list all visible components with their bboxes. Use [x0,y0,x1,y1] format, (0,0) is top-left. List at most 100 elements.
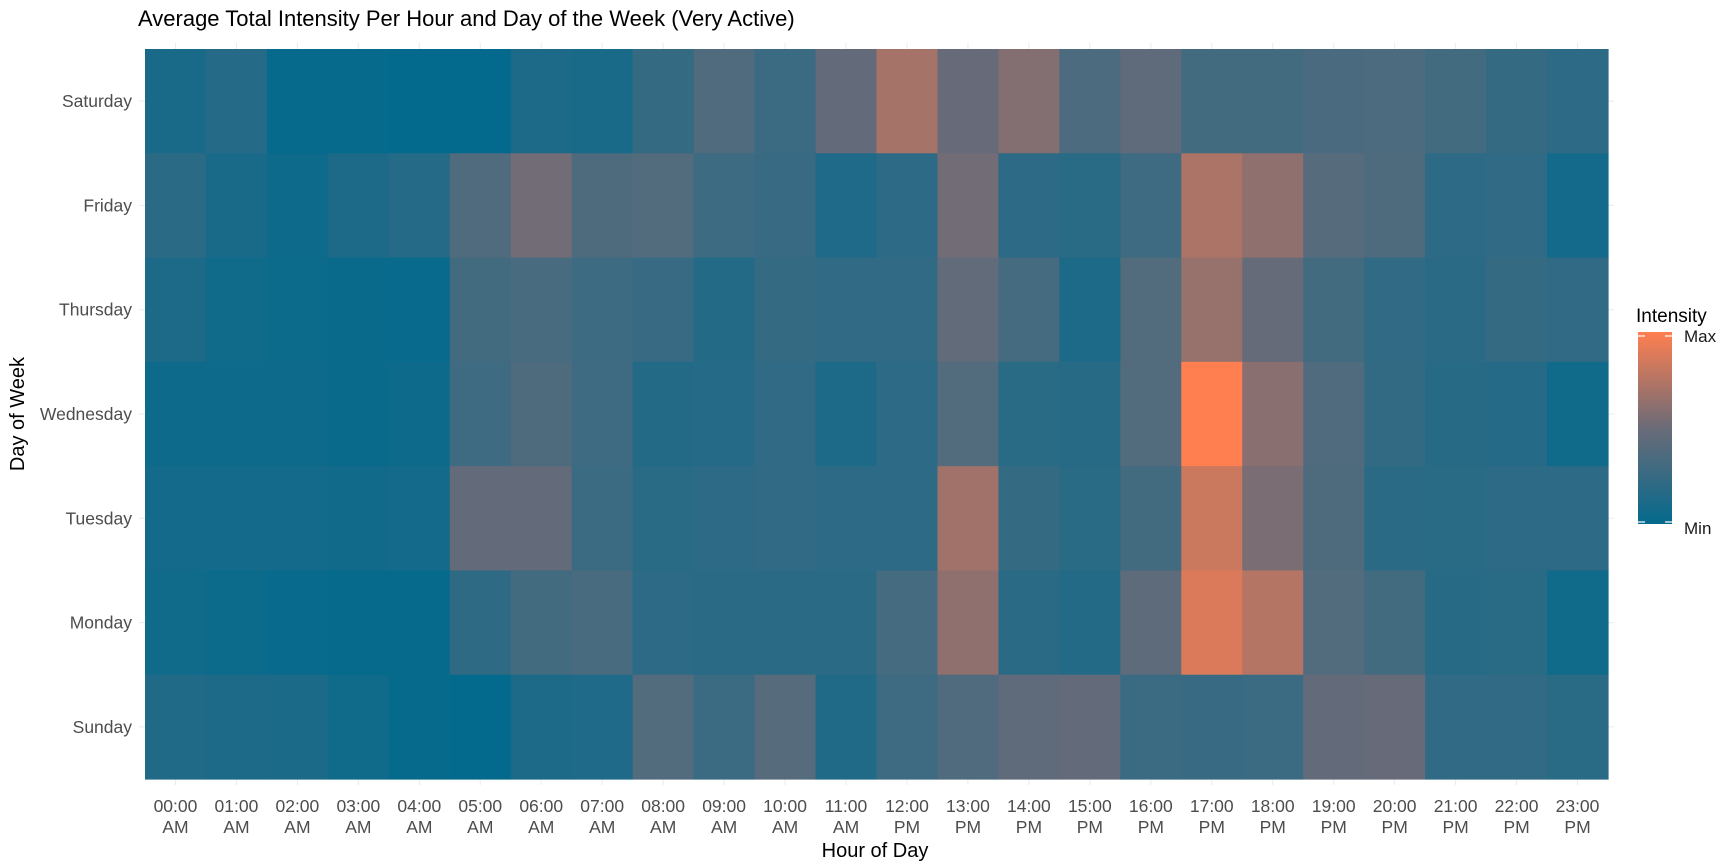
heatmap-cell [1547,153,1609,259]
heatmap-cell [1242,153,1304,259]
legend-title: Intensity [1636,306,1707,327]
x-tick-label: 08:00 AM [641,796,685,837]
x-tick-label: 07:00 AM [580,796,624,837]
heatmap-cell [388,570,451,676]
heatmap-cell [510,257,573,363]
heatmap-cell [1303,257,1365,363]
heatmap-cell [998,570,1060,676]
heatmap-cell [754,49,817,154]
heatmap-cell [1120,257,1182,363]
heatmap-cell [205,49,268,154]
heatmap-cells [145,49,1609,780]
heatmap-cell [998,49,1060,154]
heatmap-cell [1425,361,1487,467]
heatmap-cell [632,49,695,154]
heatmap-cell [205,466,268,572]
heatmap-cell [1303,49,1365,154]
heatmap-cell [1059,674,1121,780]
x-axis-ticks: 00:00 AM 01:00 AM 02:00 AM 03:00 AM 04:00 AM 05:00… [154,796,1600,837]
heatmap-cell [815,257,878,363]
x-tick-label: 11:00 AM [825,796,868,837]
heatmap-cell [145,153,207,259]
heatmap-cell [145,570,207,676]
heatmap-cell [693,153,756,259]
heatmap-cell [388,49,451,154]
heatmap-cell [693,674,756,780]
heatmap-cell [449,570,512,676]
heatmap-cell [815,361,878,467]
heatmap-cell [754,257,817,363]
y-tick-label: Monday [70,613,133,633]
heatmap-cell [754,674,817,780]
heatmap-cell [876,570,939,676]
heatmap-cell [1059,361,1121,467]
heatmap-cell [266,49,329,154]
heatmap-cell [876,361,939,467]
heatmap-cell [1364,153,1426,259]
heatmap-cell [510,153,573,259]
heatmap-cell [388,466,451,572]
heatmap-cell [1364,257,1426,363]
heatmap-cell [510,674,573,780]
heatmap-cell [1120,570,1182,676]
heatmap-cell [632,153,695,259]
heatmap-cell [876,49,939,154]
y-tick-label: Thursday [59,300,132,320]
heatmap-cell [205,570,268,676]
heatmap-cell [1242,361,1304,467]
x-tick-label: 13:00 PM [946,796,990,837]
heatmap-cell [1364,674,1426,780]
heatmap-cell [998,466,1060,572]
heatmap-cell [1486,257,1548,363]
heatmap-cell [693,361,756,467]
x-tick-label: 12:00 PM [885,796,929,837]
heatmap-cell [205,257,268,363]
heatmap-cell [1303,153,1365,259]
heatmap-cell [510,49,573,154]
heatmap-cell [205,153,268,259]
heatmap-cell [815,49,878,154]
x-tick-label: 18:00 PM [1251,796,1295,837]
heatmap-cell [1364,570,1426,676]
heatmap-cell [1486,153,1548,259]
heatmap-cell [145,49,207,154]
x-tick-label: 22:00 PM [1495,796,1539,837]
y-axis-title: Day of Week [7,356,29,471]
y-axis-ticks: Saturday Friday Thursday Wednesday Tuesday Mo… [40,91,132,737]
x-tick-label: 23:00 PM [1556,796,1600,837]
heatmap-cell [876,153,939,259]
heatmap-cell [815,570,878,676]
heatmap-cell [1486,570,1548,676]
heatmap-cell [1181,257,1243,363]
heatmap-cell [1547,570,1609,676]
heatmap-cell [1547,257,1609,363]
heatmap-cell [449,361,512,467]
heatmap-cell [937,570,1000,676]
heatmap-cell [571,361,634,467]
x-tick-label: 17:00 PM [1190,796,1234,837]
heatmap-cell [998,257,1060,363]
heatmap-cell [1181,466,1243,572]
heatmap-cell [1425,49,1487,154]
heatmap-cell [937,361,1000,467]
heatmap-cell [1059,466,1121,572]
heatmap-cell [571,153,634,259]
heatmap-cell [1425,257,1487,363]
x-tick-label: 16:00 PM [1129,796,1173,837]
heatmap-cell [571,466,634,572]
heatmap-cell [998,674,1060,780]
heatmap-cell [1547,361,1609,467]
heatmap-cell [388,674,451,780]
heatmap-cell [266,674,329,780]
heatmap-cell [937,153,1000,259]
heatmap-cell [1181,49,1243,154]
heatmap-cell [754,361,817,467]
heatmap-cell [876,674,939,780]
heatmap-cell [449,257,512,363]
heatmap-cell [754,570,817,676]
heatmap-cell [1120,49,1182,154]
heatmap-cell [1181,674,1243,780]
heatmap-cell [632,674,695,780]
heatmap-cell [1547,49,1609,154]
